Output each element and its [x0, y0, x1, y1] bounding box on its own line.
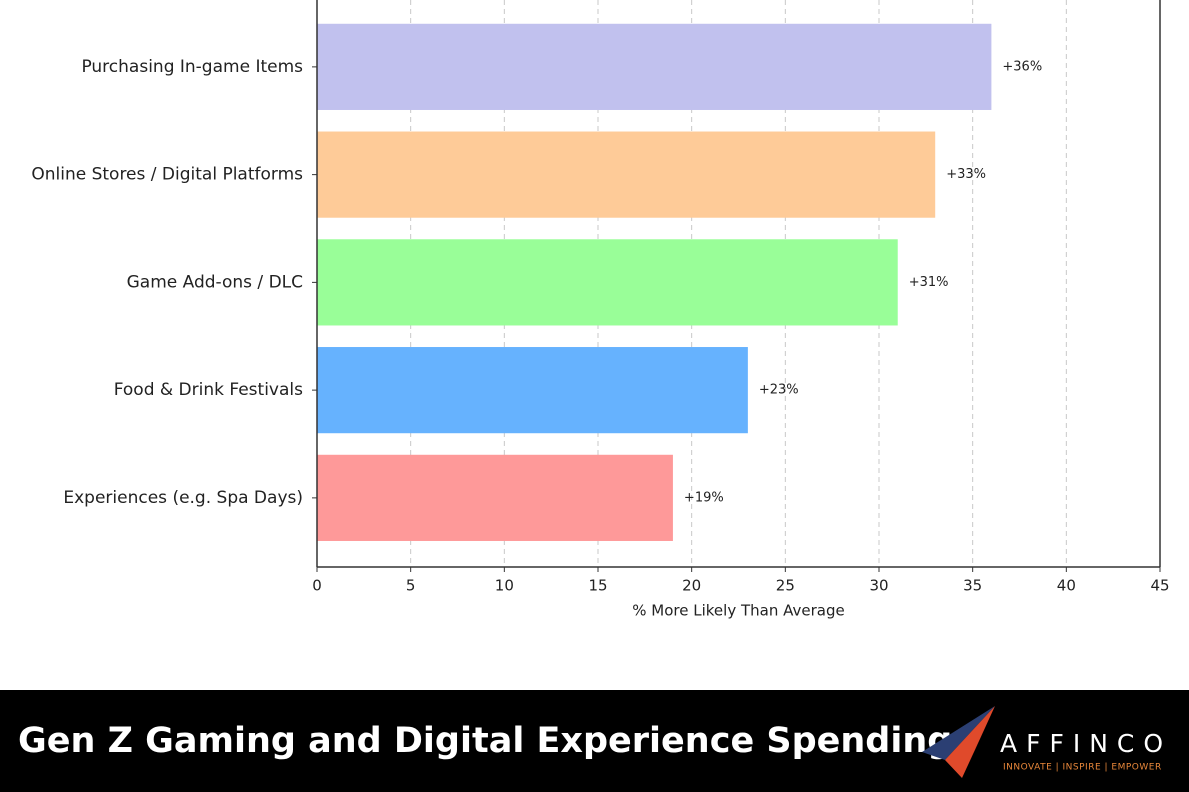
bar — [317, 347, 748, 434]
y-tick-label: Food & Drink Festivals — [114, 380, 303, 400]
value-label: +33% — [946, 167, 986, 182]
value-label: +23% — [759, 383, 799, 398]
x-axis-label: % More Likely Than Average — [632, 602, 844, 620]
bar — [317, 23, 992, 110]
x-tick-label: 35 — [963, 577, 982, 595]
value-label: +31% — [909, 275, 949, 290]
bar — [317, 131, 936, 218]
logo-name: AFFINCO — [1000, 729, 1172, 758]
value-label: +36% — [1002, 59, 1042, 74]
x-tick-label: 15 — [588, 577, 607, 595]
value-label: +19% — [684, 490, 724, 505]
x-tick-label: 45 — [1150, 577, 1169, 595]
x-tick-label: 10 — [495, 577, 514, 595]
x-tick-label: 25 — [776, 577, 795, 595]
y-tick-label: Experiences (e.g. Spa Days) — [63, 488, 303, 508]
bar — [317, 239, 898, 326]
x-tick-label: 30 — [869, 577, 888, 595]
banner-title: Gen Z Gaming and Digital Experience Spen… — [18, 721, 952, 761]
x-tick-label: 20 — [682, 577, 701, 595]
y-tick-label: Online Stores / Digital Platforms — [31, 165, 303, 185]
logo-tagline: INNOVATE | INSPIRE | EMPOWER — [1003, 763, 1162, 773]
x-tick-label: 40 — [1057, 577, 1076, 595]
x-tick-label: 5 — [406, 577, 416, 595]
bar — [317, 454, 673, 541]
y-tick-label: Game Add-ons / DLC — [127, 272, 303, 292]
logo-icon — [922, 706, 995, 778]
banner — [0, 690, 1189, 792]
y-tick-label: Purchasing In-game Items — [81, 57, 303, 77]
x-tick-label: 0 — [312, 577, 322, 595]
